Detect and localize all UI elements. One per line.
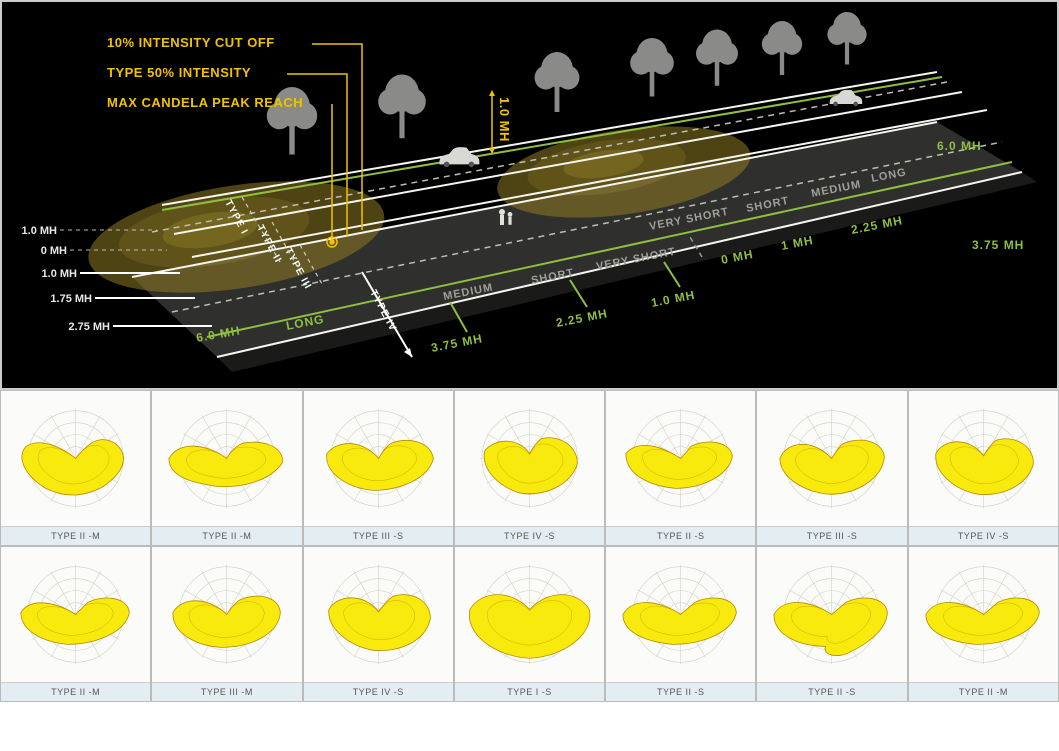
polar-chart [909,547,1058,682]
polar-chart [757,547,906,682]
svg-text:2.75 MH: 2.75 MH [68,321,110,333]
polar-chart [757,391,906,526]
polar-cell: TYPE III -S [303,390,454,546]
polar-label: TYPE II -S [606,682,755,701]
polar-chart [606,547,755,682]
polar-cell: TYPE II -S [605,546,756,702]
polar-chart [455,391,604,526]
polar-cell: TYPE II -M [908,546,1059,702]
polar-chart [304,391,453,526]
svg-text:1.0 MH: 1.0 MH [22,225,58,237]
polar-cell: TYPE I -S [454,546,605,702]
iso-svg: 1.0 MH 10% INTENSITY CUT OFF TYPE 50% IN… [2,2,1059,390]
svg-text:2.25 MH: 2.25 MH [555,306,609,330]
polar-label: TYPE IV -S [455,526,604,545]
polar-cell: TYPE II -M [0,546,151,702]
polar-cell: TYPE IV -S [454,390,605,546]
infographic-container: 1.0 MH 10% INTENSITY CUT OFF TYPE 50% IN… [0,0,1059,702]
polar-label: TYPE II -M [909,682,1058,701]
polar-chart [455,547,604,682]
mh-height-label: 1.0 MH [497,97,512,142]
polar-label: TYPE IV -S [909,526,1058,545]
polar-row-1: TYPE II -MTYPE III -MTYPE IV -STYPE I -S… [0,546,1059,702]
polar-label: TYPE II -M [1,526,150,545]
polar-label: TYPE II -M [1,682,150,701]
polar-label: TYPE IV -S [304,682,453,701]
svg-text:3.75 MH: 3.75 MH [430,331,484,355]
height-indicator: 1.0 MH [489,90,512,154]
polar-chart [152,391,301,526]
svg-text:0 MH: 0 MH [41,245,67,257]
legend-1: TYPE 50% INTENSITY [107,65,251,80]
polar-cell: TYPE III -S [756,390,907,546]
polar-label: TYPE I -S [455,682,604,701]
polar-chart [1,547,150,682]
svg-text:6.0 MH: 6.0 MH [937,139,982,153]
polar-cell: TYPE II -S [756,546,907,702]
polar-label: TYPE II -S [757,682,906,701]
polar-cell: TYPE II -M [0,390,151,546]
svg-text:1.75 MH: 1.75 MH [50,293,92,305]
polar-row-0: TYPE II -MTYPE II -MTYPE III -STYPE IV -… [0,390,1059,546]
legend-0: 10% INTENSITY CUT OFF [107,35,275,50]
svg-text:1.0 MH: 1.0 MH [650,288,697,310]
polar-chart [1,391,150,526]
polar-label: TYPE III -M [152,682,301,701]
polar-label: TYPE III -S [304,526,453,545]
polar-chart [152,547,301,682]
legend-2: MAX CANDELA PEAK REACH [107,95,303,110]
polar-label: TYPE II -S [606,526,755,545]
polar-grid: TYPE II -MTYPE II -MTYPE III -STYPE IV -… [0,390,1059,702]
polar-cell: TYPE II -M [151,390,302,546]
polar-label: TYPE II -M [152,526,301,545]
polar-chart [909,391,1058,526]
svg-text:3.75 MH: 3.75 MH [972,238,1024,252]
polar-cell: TYPE II -S [605,390,756,546]
polar-cell: TYPE IV -S [908,390,1059,546]
polar-cell: TYPE III -M [151,546,302,702]
trees [267,12,867,155]
polar-cell: TYPE IV -S [303,546,454,702]
polar-chart [304,547,453,682]
svg-text:1.0 MH: 1.0 MH [42,268,78,280]
polar-label: TYPE III -S [757,526,906,545]
isometric-diagram: 1.0 MH 10% INTENSITY CUT OFF TYPE 50% IN… [0,0,1059,390]
polar-chart [606,391,755,526]
